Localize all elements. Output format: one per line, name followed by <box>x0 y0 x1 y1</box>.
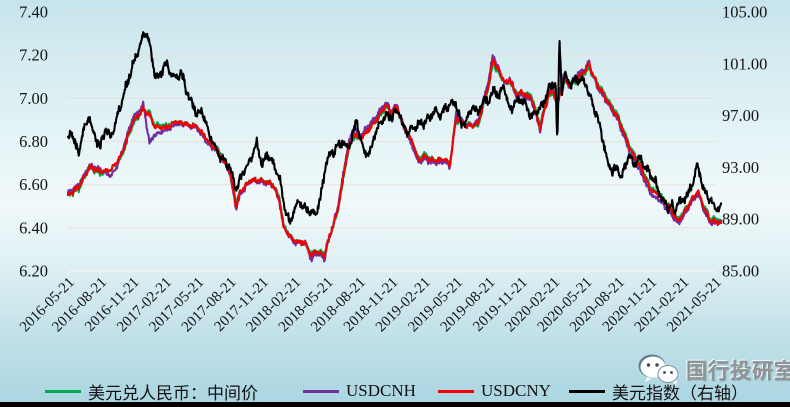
series-usdcnh-line <box>66 54 723 263</box>
series-usdcny-line <box>66 58 723 260</box>
left-axis-tick-label: 6.20 <box>19 262 48 281</box>
legend-item-usd-index: 美元指数（右轴） <box>569 381 748 403</box>
series-usd-index-line <box>66 31 723 225</box>
watermark: 国行投研室 <box>637 353 790 387</box>
legend-label-usdcny: USDCNY <box>481 381 551 400</box>
left-axis-tick-label: 6.60 <box>19 175 48 194</box>
right-axis-tick-label: 89.00 <box>722 210 759 229</box>
right-axis-tick-label: 93.00 <box>722 158 759 177</box>
legend-label-usd-index: 美元指数（右轴） <box>612 383 748 403</box>
wechat-icon <box>638 354 679 386</box>
right-axis-tick-label: 97.00 <box>722 106 759 125</box>
legend-item-usdcny: USDCNY <box>438 381 551 401</box>
left-axis-tick-label: 7.00 <box>19 89 48 108</box>
left-axis-tick-label: 7.40 <box>19 3 48 22</box>
left-axis-tick-label: 6.80 <box>19 132 48 151</box>
legend-label-usdcnh: USDCNH <box>346 381 416 400</box>
right-axis-tick-label: 105.00 <box>722 3 767 22</box>
legend-item-midpoint: 美元兑人民币：中间价 <box>45 381 258 403</box>
right-axis-tick-label: 85.00 <box>722 262 759 281</box>
midpoint-line-swatch <box>45 389 81 393</box>
legend-item-usdcnh: USDCNH <box>303 381 416 401</box>
usd-index-line-swatch <box>569 389 605 393</box>
usdcnh-line-swatch <box>303 389 339 393</box>
left-axis-tick-label: 6.40 <box>19 218 48 237</box>
right-axis-tick-label: 101.00 <box>722 54 767 73</box>
bottom-border-bar <box>0 402 790 407</box>
left-axis-tick-label: 7.20 <box>19 46 48 65</box>
watermark-text: 国行投研室 <box>686 359 790 383</box>
legend-label-midpoint: 美元兑人民币：中间价 <box>88 383 258 403</box>
usdcny-line-swatch <box>438 389 474 393</box>
